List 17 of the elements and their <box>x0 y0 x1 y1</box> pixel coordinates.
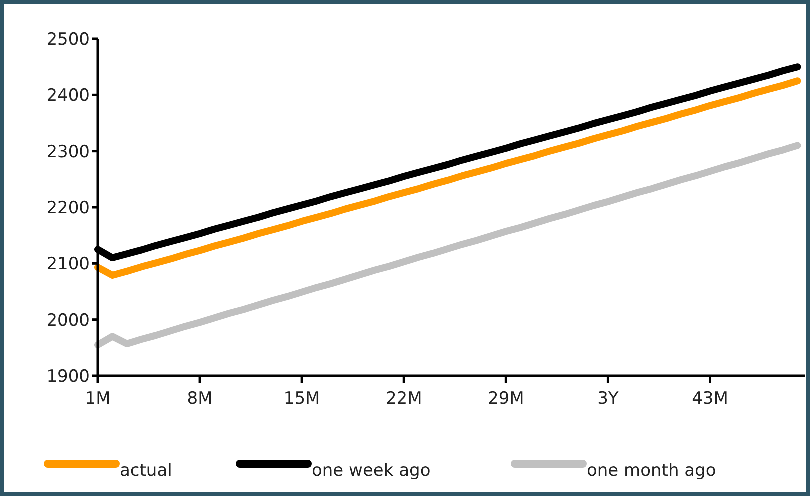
legend-label: actual <box>120 461 172 481</box>
x-tick-label: 3Y <box>598 389 620 409</box>
y-tick-label: 2200 <box>46 198 90 218</box>
y-tick-label: 2300 <box>46 142 90 162</box>
legend-label: one week ago <box>312 461 431 481</box>
y-tick-label: 2000 <box>46 310 90 331</box>
y-tick-label: 2500 <box>46 30 90 50</box>
x-tick-label: 1M <box>85 389 111 409</box>
y-tick-label: 2100 <box>46 254 90 275</box>
y-tick-label: 1900 <box>46 366 90 387</box>
x-tick-label: 8M <box>187 389 213 409</box>
x-tick-label: 22M <box>386 389 422 409</box>
x-tick-label: 43M <box>692 389 728 409</box>
legend-label: one month ago <box>587 461 716 481</box>
x-tick-label: 15M <box>284 389 320 409</box>
x-tick-label: 29M <box>488 389 524 409</box>
y-tick-label: 2400 <box>46 86 90 106</box>
